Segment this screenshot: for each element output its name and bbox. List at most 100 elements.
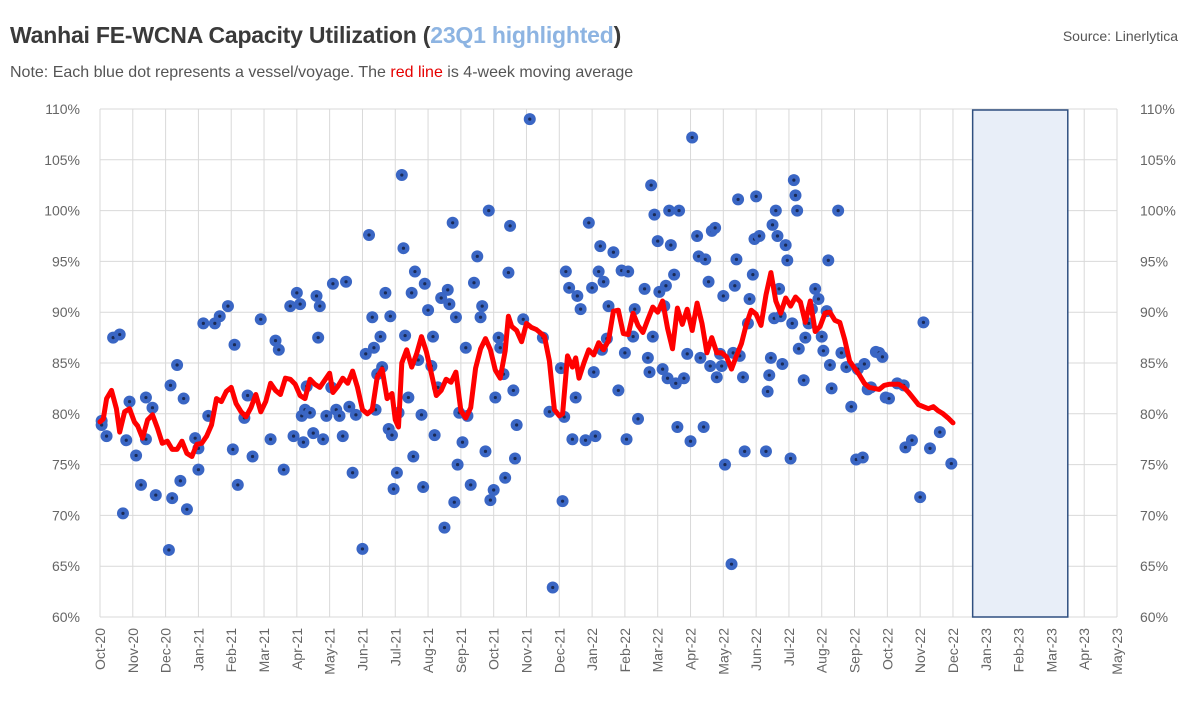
dot-center — [288, 304, 292, 308]
data-point — [489, 391, 502, 404]
x-tick-label: Mar-22 — [650, 628, 666, 673]
dot-center — [124, 438, 128, 442]
data-point — [180, 503, 193, 516]
title-highlight: 23Q1 highlighted — [430, 22, 614, 48]
data-point — [579, 434, 592, 447]
data-point — [832, 204, 845, 217]
data-point — [924, 442, 937, 455]
dot-center — [703, 257, 707, 261]
data-point — [710, 371, 723, 384]
dot-center — [311, 431, 315, 435]
dot-center — [921, 320, 926, 324]
dot-center — [757, 234, 762, 238]
y-tick-label-right: 110% — [1140, 101, 1175, 117]
dot-center — [144, 395, 148, 400]
dot-center — [118, 332, 122, 337]
data-point — [823, 359, 836, 372]
dot-center — [675, 425, 679, 429]
y-tick-label-right: 75% — [1140, 457, 1168, 473]
y-tick-label-left: 60% — [52, 609, 80, 625]
dot-center — [282, 468, 286, 472]
x-axis: Oct-20 Nov-20 Dec-20 Jan-21 Feb-21 Mar-21 Apr-… — [92, 628, 1125, 675]
dot-center — [731, 351, 735, 355]
dot-center — [472, 281, 476, 285]
data-point — [673, 204, 686, 217]
data-point — [449, 311, 462, 324]
data-point — [738, 445, 751, 458]
dot-center — [747, 297, 752, 301]
data-point — [643, 366, 656, 379]
y-axis-left: 60% 65% 70% 75% 80% 85% 90% 95% 100% 105% 110% — [44, 101, 80, 625]
data-point — [917, 316, 930, 329]
dot-center — [559, 366, 563, 370]
chart-gridlines — [99, 108, 1118, 618]
data-point — [638, 282, 651, 295]
dot-center — [372, 346, 376, 350]
data-point — [766, 218, 779, 231]
x-tick-label: Dec-21 — [551, 628, 567, 673]
dot-center — [656, 239, 660, 243]
dot-center — [231, 447, 235, 451]
x-tick-label: Dec-22 — [945, 628, 961, 673]
data-point — [399, 329, 412, 342]
data-point — [346, 466, 359, 479]
dot-center — [624, 437, 629, 441]
dot-center — [592, 370, 596, 374]
dot-center — [698, 356, 702, 360]
x-tick-label: Feb-21 — [223, 628, 239, 673]
dot-center — [720, 364, 724, 368]
data-point — [659, 279, 672, 292]
data-point — [390, 466, 403, 479]
data-point — [459, 341, 472, 354]
data-point — [732, 193, 745, 206]
dot-center — [564, 269, 568, 274]
data-point — [784, 452, 797, 465]
dot-center — [664, 284, 668, 288]
y-tick-label-left: 80% — [52, 406, 80, 422]
y-tick-label-left: 105% — [44, 152, 80, 168]
dot-center — [167, 548, 171, 552]
dot-center — [308, 411, 312, 415]
data-point — [876, 350, 889, 363]
dot-center — [493, 395, 497, 400]
data-point — [933, 426, 946, 439]
data-point — [845, 400, 858, 413]
data-point — [123, 395, 136, 408]
data-point — [174, 474, 187, 487]
data-point — [384, 310, 397, 323]
dot-center — [421, 485, 425, 489]
dot-center — [314, 294, 319, 298]
dot-center — [351, 471, 355, 475]
dot-center — [785, 258, 789, 262]
dot-center — [788, 456, 793, 461]
dot-center — [697, 254, 701, 258]
data-point — [476, 300, 489, 313]
dot-center — [669, 243, 673, 247]
data-point — [320, 409, 333, 422]
data-point — [753, 230, 766, 242]
moving-average-layer — [97, 270, 956, 459]
data-point — [349, 408, 362, 421]
y-tick-label-right: 95% — [1140, 253, 1168, 269]
data-point — [677, 372, 690, 385]
y-axis-right: 60% 65% 70% 75% 80% 85% 90% 95% 100% 105% 110% — [1140, 101, 1176, 625]
dot-center — [483, 449, 488, 453]
x-tick-label: Mar-23 — [1043, 628, 1059, 673]
dot-center — [769, 356, 773, 360]
data-point — [587, 366, 600, 379]
y-tick-label-right: 65% — [1140, 558, 1168, 574]
data-point — [312, 331, 325, 344]
highlight-region-23q1 — [971, 109, 1069, 618]
dot-center — [206, 414, 210, 418]
y-tick-label-right: 85% — [1140, 355, 1168, 371]
note-text-post: is 4-week moving average — [442, 64, 634, 81]
dot-center — [734, 257, 739, 261]
moving-average-line — [97, 270, 956, 459]
data-point — [228, 338, 241, 351]
dot-center — [713, 226, 717, 230]
dot-center — [661, 367, 665, 371]
x-tick-label: May-22 — [715, 628, 731, 675]
title-main: Wanhai FE-WCNA Capacity Utilization ( — [10, 22, 431, 48]
dot-center — [570, 437, 575, 441]
data-point — [509, 452, 522, 465]
